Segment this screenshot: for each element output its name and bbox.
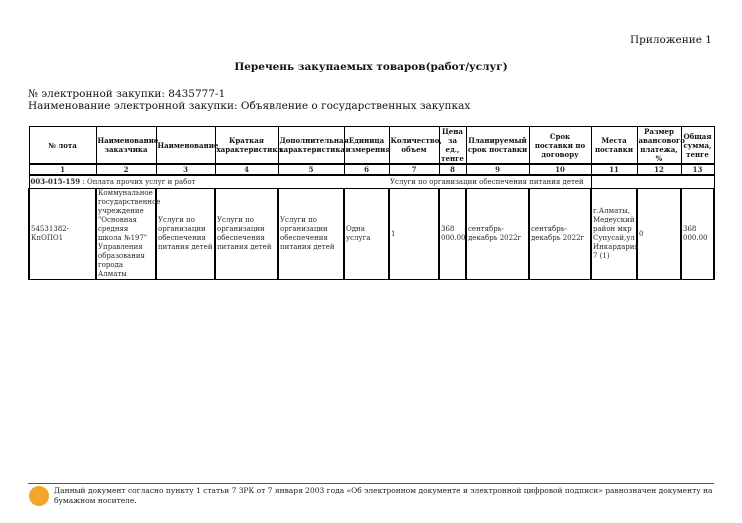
column-header: Краткая характеристика [214, 126, 282, 165]
group-desc: : Оплата прочих услуг и работ [80, 178, 196, 186]
table-cell: 368 000.00 [680, 188, 715, 280]
table-cell: сентябрь-декабрь 2022г [465, 188, 530, 280]
column-header: Планируемый срок поставки [465, 126, 530, 165]
column-number: 11 [590, 163, 638, 176]
procurement-name: Наименование электронной закупки: Объявл… [28, 100, 471, 112]
group-code: 003-015-159 [30, 177, 81, 186]
column-number: 6 [343, 163, 390, 176]
column-header: № лота [28, 126, 97, 165]
column-number: 2 [95, 163, 157, 176]
column-header: Срок поставки по договору [528, 126, 592, 165]
table-cell: 368 000.00 [438, 188, 467, 280]
column-number: 5 [277, 163, 345, 176]
group-empty [590, 174, 715, 189]
column-header: Количество, объем [388, 126, 442, 165]
table-cell: Услуги по организации обеспечения питани… [155, 188, 216, 280]
column-header: Наименование заказчика [95, 126, 158, 165]
appendix-label: Приложение 1 [630, 34, 712, 46]
column-header: Места поставки [590, 126, 638, 165]
group-row: 003-015-159 : Оплата прочих услуг и рабо… [28, 174, 389, 189]
column-header: Дополнительная характеристика [277, 126, 349, 165]
page-title: Перечень закупаемых товаров(работ/услуг) [234, 61, 508, 73]
column-header: Единица измерения [343, 126, 391, 165]
column-number: 7 [388, 163, 440, 176]
table-cell: Услуги по организации обеспечения питани… [214, 188, 279, 280]
column-number: 9 [465, 163, 530, 176]
procurement-number: № электронной закупки: 8435777-1 [28, 88, 226, 100]
table-cell: г.Алматы, Медеуский район мкр Супусай,ул… [590, 188, 639, 280]
goods-table: № лота Наименование заказчика Наименование… [28, 126, 715, 280]
column-number: 3 [155, 163, 216, 176]
column-number: 10 [528, 163, 592, 176]
group-service: Услуги по организации обеспечения питани… [389, 174, 591, 189]
table-cell: сентябрь-декабрь 2022г [528, 188, 592, 280]
table-cell: Услуги по организации обеспечения питани… [277, 188, 345, 280]
column-header: Размер авансового платежа, % [636, 126, 685, 165]
column-header: Наименование [155, 126, 218, 165]
table-cell: 1 [388, 188, 440, 280]
column-header: Цена за ед., тенге [438, 126, 467, 165]
table-cell: 54531382-КпОПО1 [28, 188, 97, 280]
table-cell: Коммунальное государственное учреждение … [95, 188, 161, 280]
column-number: 13 [680, 163, 715, 176]
footer-note: Данный документ согласно пункту 1 статьи… [54, 486, 713, 505]
column-header: Общая сумма, тенге [680, 126, 715, 165]
footer-divider [28, 483, 714, 484]
column-number: 4 [214, 163, 279, 176]
column-number: 1 [28, 163, 97, 176]
table-cell: Одна услуга [343, 188, 390, 280]
column-number: 8 [438, 163, 467, 176]
egov-logo-icon [29, 486, 49, 506]
column-number: 12 [636, 163, 682, 176]
table-cell: 0 [636, 188, 682, 280]
